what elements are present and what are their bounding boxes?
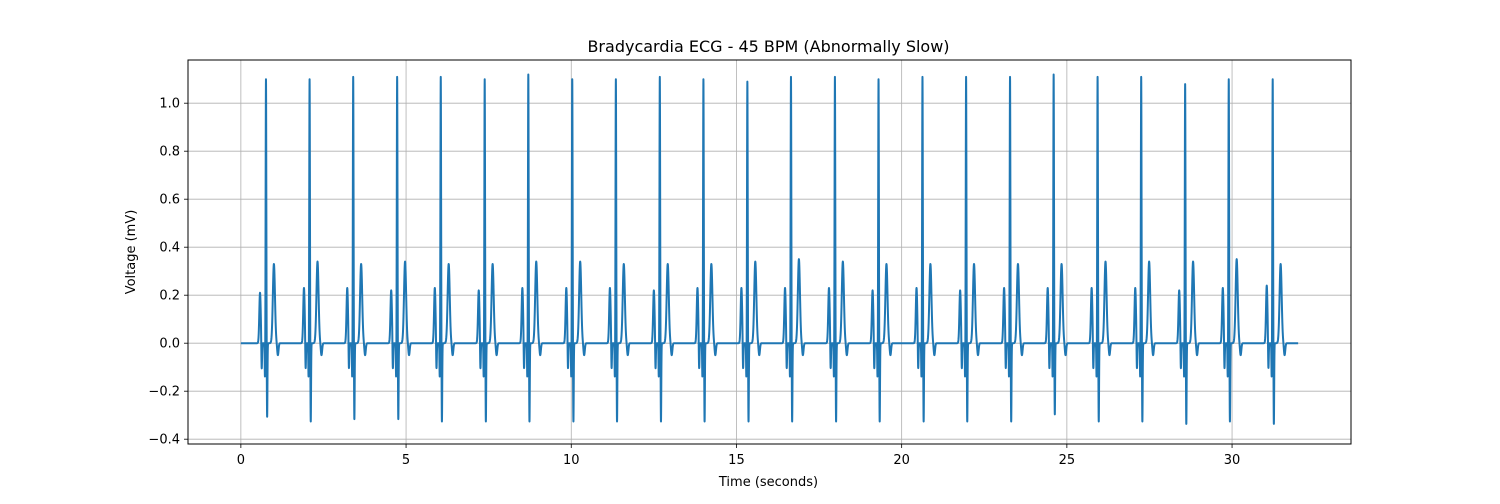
x-tick-label: 25 (1059, 453, 1076, 468)
ecg-trace (241, 74, 1298, 424)
x-tick-label: 15 (728, 453, 745, 468)
x-tick-label: 5 (402, 453, 410, 468)
y-axis-label: Voltage (mV) (124, 210, 139, 295)
plot-frame (188, 60, 1351, 444)
y-tick-label: 0.8 (159, 145, 180, 160)
y-tick-label: 1.0 (159, 97, 180, 112)
y-tick-label: 0.2 (159, 289, 180, 304)
y-tick-label: −0.2 (148, 385, 180, 400)
y-axis-ticks: −0.4 −0.2 0.0 0.2 0.4 0.6 0.8 1.0 (148, 97, 188, 448)
y-tick-label: −0.4 (148, 433, 180, 448)
chart-title: Bradycardia ECG - 45 BPM (Abnormally Slo… (587, 37, 949, 56)
x-tick-label: 10 (563, 453, 580, 468)
x-tick-label: 20 (893, 453, 910, 468)
x-tick-label: 30 (1224, 453, 1241, 468)
x-tick-label: 0 (237, 453, 245, 468)
y-tick-label: 0.6 (159, 193, 180, 208)
grid (188, 60, 1351, 444)
ecg-series-line (241, 74, 1298, 423)
y-tick-label: 0.0 (159, 337, 180, 352)
x-axis-ticks: 0 5 10 15 20 25 30 (237, 444, 1241, 468)
y-tick-label: 0.4 (159, 241, 180, 256)
x-axis-label: Time (seconds) (718, 475, 818, 490)
